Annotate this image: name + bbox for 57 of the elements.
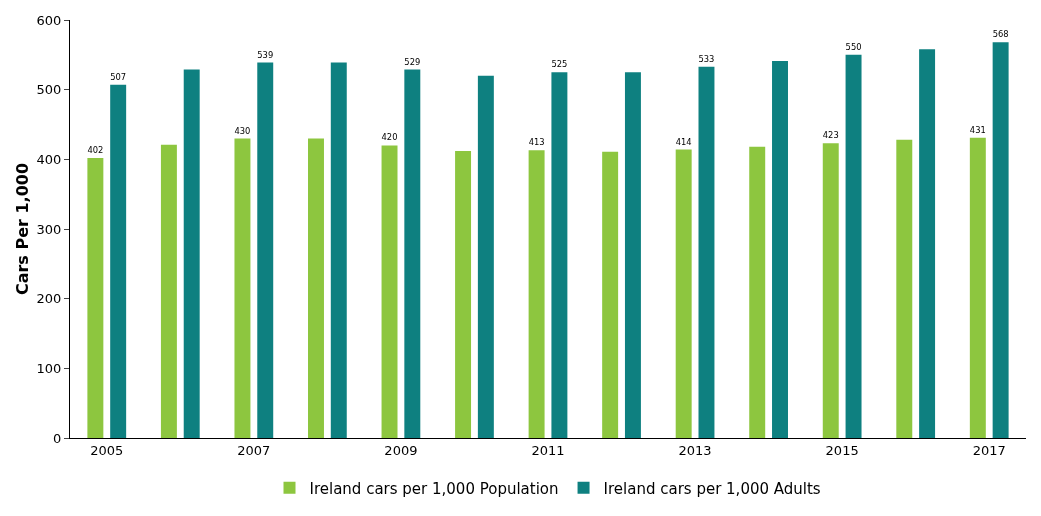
x-tick-label: 2005 (90, 442, 124, 458)
bar (822, 143, 839, 438)
bar (257, 62, 274, 438)
data-label: 414 (675, 136, 692, 147)
data-label: 525 (551, 59, 568, 70)
bar (624, 72, 641, 438)
bar (234, 138, 251, 438)
bar (183, 69, 200, 438)
bar (969, 137, 986, 438)
data-label: 568 (992, 29, 1009, 40)
data-label: 430 (234, 125, 251, 136)
data-label: 539 (257, 49, 274, 60)
bar (919, 49, 936, 438)
bar (160, 144, 177, 438)
data-label: 402 (87, 145, 104, 156)
y-tick-label: 600 (36, 12, 62, 28)
data-label: 533 (698, 53, 715, 64)
bar (404, 69, 421, 438)
bar (381, 145, 398, 438)
y-tick-label: 300 (36, 221, 62, 237)
y-tick-label: 0 (53, 430, 62, 446)
bar (528, 150, 545, 438)
bar (455, 150, 472, 438)
x-tick-label: 2007 (237, 442, 271, 458)
bar (896, 139, 913, 438)
data-label: 420 (381, 132, 398, 143)
data-label: 550 (845, 41, 862, 52)
bar (308, 138, 324, 438)
bar (675, 149, 692, 438)
bar (477, 75, 494, 438)
y-axis-title: Cars Per 1,000 (13, 162, 32, 296)
y-tick-label: 400 (36, 151, 62, 167)
x-tick-label: 2017 (972, 442, 1006, 458)
x-tick-label: 2013 (678, 442, 712, 458)
legend-label: Ireland cars per 1,000 Adults (603, 479, 821, 498)
data-label: 431 (969, 124, 986, 135)
data-label: 529 (404, 56, 421, 67)
x-tick-label: 2009 (384, 442, 418, 458)
bar (845, 54, 862, 438)
bar (330, 62, 347, 438)
y-tick-label: 200 (36, 291, 62, 307)
x-tick-label: 2011 (531, 442, 565, 458)
bar (772, 61, 788, 438)
legend-label: Ireland cars per 1,000 Population (309, 479, 559, 498)
bar (992, 42, 1009, 438)
bar (110, 84, 127, 438)
y-tick-label: 500 (36, 82, 62, 98)
data-label: 423 (822, 130, 839, 141)
bar (749, 146, 766, 438)
bar (87, 157, 104, 438)
y-tick-label: 100 (36, 360, 62, 376)
bar (602, 151, 619, 438)
bar (551, 72, 568, 438)
data-label: 413 (528, 137, 545, 148)
bar (698, 66, 715, 438)
data-label: 507 (110, 71, 127, 82)
x-tick-label: 2015 (825, 442, 859, 458)
